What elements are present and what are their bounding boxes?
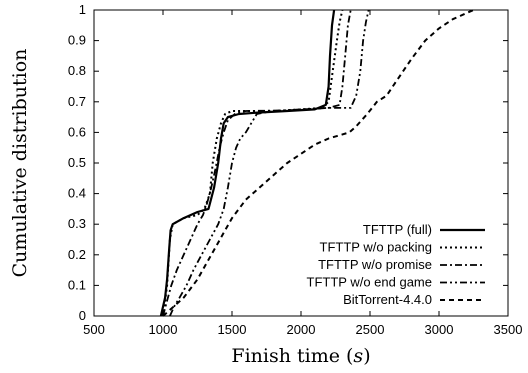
y-tick-label: 0.3 [68, 216, 86, 231]
y-tick-label: 0 [79, 308, 86, 323]
legend-label: TFTTP w/o promise [318, 257, 432, 272]
y-tick-label: 0.2 [68, 247, 86, 262]
plot-frame [93, 9, 509, 317]
x-tick-label: 500 [83, 322, 105, 337]
series-line-3 [169, 9, 370, 317]
series-line-4 [162, 9, 474, 317]
y-tick-label: 0.4 [68, 186, 86, 201]
x-tick-label: 1000 [149, 322, 178, 337]
y-tick-label: 0.7 [68, 94, 86, 109]
y-tick-label: 1 [79, 2, 86, 17]
y-tick-label: 0.8 [68, 63, 86, 78]
legend: TFTTP (full) TFTTP w/o packing TFTTP w/o p… [307, 222, 485, 307]
legend-label: TFTTP w/o end game [307, 275, 432, 290]
series-layer [159, 9, 474, 317]
series-line-1 [160, 9, 344, 317]
y-tick-label: 0.1 [68, 277, 86, 292]
y-tick-label: 0.5 [68, 155, 86, 170]
x-tick-label: 2000 [287, 322, 316, 337]
series-line-0 [159, 9, 336, 317]
legend-label: TFTTP (full) [363, 222, 432, 237]
axis-ticks: 500 1000 1500 2000 2500 3000 3500 0 0.1 0.2 0.3 0.4… [68, 2, 523, 337]
x-axis-title: Finish time (s) [231, 345, 370, 367]
x-tick-label: 3000 [425, 322, 454, 337]
y-axis-title: Cumulative distribution [9, 49, 31, 278]
x-tick-label: 1500 [218, 322, 247, 337]
x-tick-label: 3500 [494, 322, 523, 337]
y-tick-label: 0.6 [68, 124, 86, 139]
y-tick-label: 0.9 [68, 33, 86, 48]
x-tick-label: 2500 [356, 322, 385, 337]
legend-label: BitTorrent-4.4.0 [343, 292, 432, 307]
legend-label: TFTTP w/o packing [320, 240, 432, 255]
